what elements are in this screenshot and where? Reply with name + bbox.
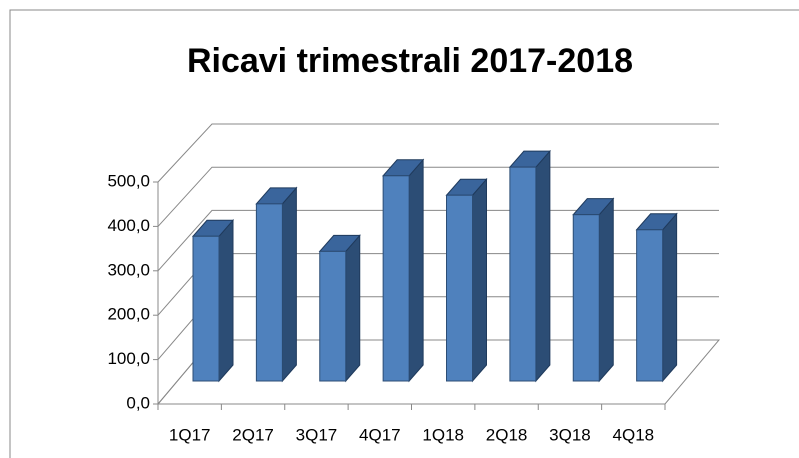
grid-line: [157, 209, 719, 272]
bar-side: [472, 177, 487, 383]
y-tick-label: 100,0: [107, 349, 150, 368]
bar: [382, 158, 425, 383]
x-tick-label: 2Q18: [486, 425, 528, 444]
grid-line: [157, 339, 719, 405]
bar-front: [382, 175, 410, 382]
x-tick-label: 1Q18: [422, 425, 464, 444]
bar-side: [281, 186, 297, 383]
bar-front: [572, 214, 600, 382]
bar-front: [255, 203, 283, 382]
bar: [572, 197, 615, 383]
bar-side: [662, 212, 678, 383]
bar: [318, 234, 361, 383]
bar: [191, 218, 235, 383]
y-tick-label: 300,0: [107, 260, 150, 279]
bar-front: [509, 166, 537, 382]
bar-side: [535, 149, 551, 383]
bar-side: [408, 158, 424, 383]
bar-side: [345, 234, 361, 383]
bar-front: [636, 229, 664, 382]
bar-front: [319, 250, 347, 382]
x-tick-label: 4Q18: [613, 425, 655, 444]
chart-border: [9, 9, 799, 458]
y-tick-label: 500,0: [107, 171, 150, 190]
bar: [508, 149, 551, 383]
bar: [635, 212, 678, 383]
grid-line: [157, 296, 719, 360]
chart-title: Ricavi trimestrali 2017-2018: [187, 42, 633, 80]
y-tick-label: 400,0: [107, 216, 150, 235]
y-tick-label: 200,0: [107, 305, 150, 324]
x-tick-label: 4Q17: [359, 425, 401, 444]
x-tick-label: 3Q17: [296, 425, 338, 444]
x-tick-label: 2Q17: [232, 425, 274, 444]
floor: [156, 339, 721, 405]
y-tick-label: 0,0: [126, 393, 150, 412]
bar-side: [598, 197, 614, 383]
x-tick-label: 1Q17: [169, 425, 211, 444]
bar: [255, 186, 298, 383]
bar-front: [446, 194, 473, 382]
grid-line: [157, 253, 719, 316]
grid-line: [157, 123, 719, 183]
x-tick-label: 3Q18: [549, 425, 591, 444]
bar-front: [192, 235, 220, 382]
grid-line: [157, 166, 719, 227]
bar: [445, 177, 488, 383]
bar-side: [218, 218, 234, 383]
